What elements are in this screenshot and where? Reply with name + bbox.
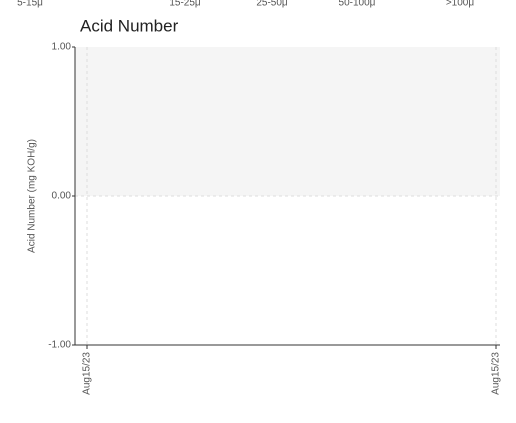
header-label: 25-50μ: [256, 0, 288, 9]
header-label: 50-100μ: [339, 0, 376, 9]
y-axis-label: Acid Number (mg KOH/g): [27, 139, 38, 253]
y-tick-label: 0.00: [52, 191, 72, 202]
chart-title: Acid Number: [80, 16, 179, 35]
y-tick-label: -1.00: [48, 340, 71, 351]
y-tick-label: 1.00: [52, 42, 72, 53]
header-label: 15-25μ: [169, 0, 201, 9]
header-label: >100μ: [446, 0, 475, 9]
x-tick-label: Aug15/23: [82, 352, 93, 395]
highlight-band: [75, 47, 500, 196]
x-tick-label: Aug15/23: [491, 352, 502, 395]
header-label: 5-15μ: [17, 0, 43, 9]
